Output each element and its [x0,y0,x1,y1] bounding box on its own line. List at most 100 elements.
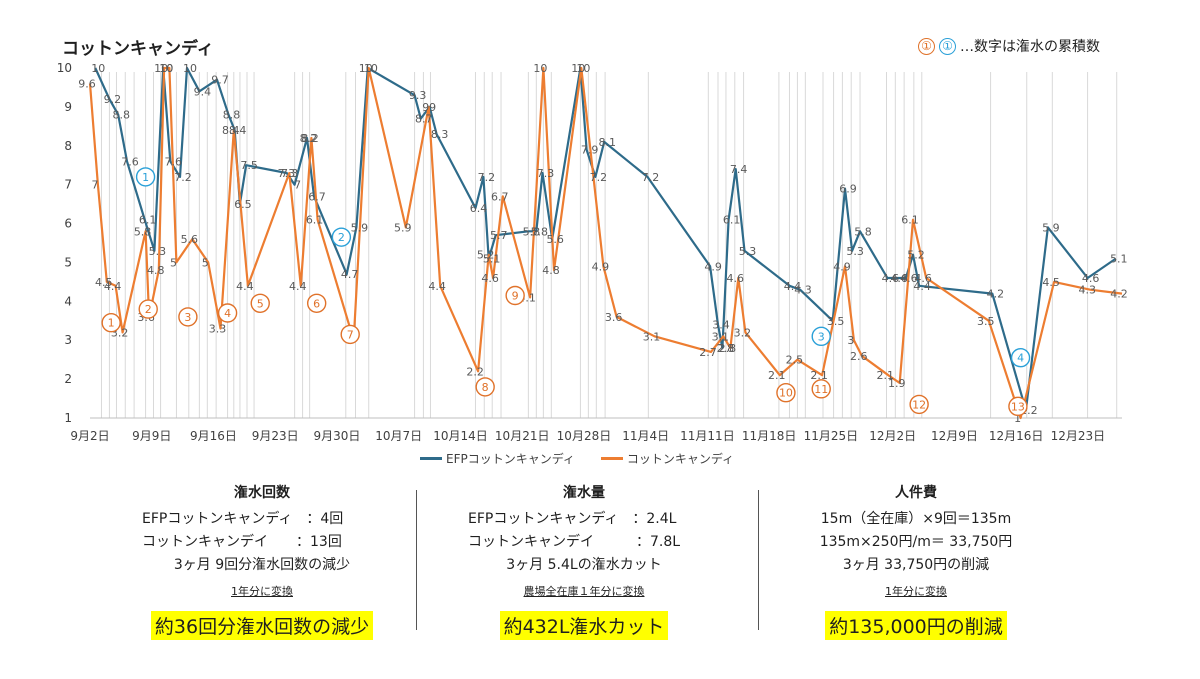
data-label: 2.1 [877,369,895,382]
x-tick-label: 12月16日 [989,429,1044,443]
marker-label: 13 [1011,400,1025,413]
data-label: 4.6 [914,272,932,285]
data-label: 3.5 [977,315,995,328]
data-label: 10 [576,62,590,75]
data-label: 6.1 [723,214,741,227]
marker-circle [1008,396,1028,417]
summary-divider [416,490,417,630]
data-label: 6.1 [306,214,324,227]
marker-label: 9 [512,290,519,303]
x-tick-label: 10月28日 [557,429,612,443]
marker-circle [331,227,352,247]
data-label: 4.4 [104,280,122,293]
y-tick-label: 8 [64,139,72,153]
y-tick-label: 9 [64,100,72,114]
x-tick-label: 9月9日 [132,429,171,443]
x-tick-label: 11月18日 [742,429,797,443]
data-label: 10 [359,62,373,75]
data-label: 2.1 [810,369,828,382]
legend-swatch-cotton [600,457,623,460]
irrigation-marker: 3 [178,307,198,327]
data-label: 4.3 [794,284,812,297]
summary-note: 農場全在庫１年分に変換 [523,585,645,598]
data-label: 7.9 [581,144,599,157]
data-label: 1 [1014,412,1021,425]
data-label: 5.7 [490,229,508,242]
irrigation-marker: 4 [1010,348,1031,368]
x-tick-label: 11月11日 [680,429,735,443]
data-label: 5.1 [483,253,501,266]
note-orange-marker: ① [918,37,935,55]
data-label: 7.6 [121,155,139,168]
data-label: 4.6 [890,272,908,285]
irrigation-marker: 8 [475,377,495,397]
data-label: 2.8 [719,342,737,355]
data-label: 10 [571,62,585,75]
data-label: 9.4 [194,85,212,98]
data-label: 3.4 [712,319,730,332]
marker-label: 1 [108,317,115,330]
marker-circle [135,167,156,187]
x-tick-label: 11月4日 [622,429,669,443]
legend-swatch-efp [420,457,442,460]
data-label: 6.1 [139,214,157,227]
data-label: 6.7 [308,190,326,203]
legend-item-cotton: コットンキャンディ [600,450,734,467]
marker-circle [811,379,831,399]
y-tick-label: 4 [64,294,72,308]
y-tick-label: 2 [64,372,72,386]
chart-title: コットンキャンディ [62,39,214,59]
summary-note: 1年分に変換 [231,585,293,598]
data-label: 6.1 [901,214,919,227]
marker-circle [101,313,121,333]
data-label: 4.2 [1110,288,1128,301]
irrigation-marker: 2 [331,227,352,247]
data-label: 9.6 [78,78,96,91]
data-label: 5.6 [546,233,564,246]
summary-highlight: 約432L潅水カット [499,611,669,640]
data-label: 8.8 [223,109,241,122]
data-label: 3 [847,334,854,347]
data-label: 4.5 [1042,276,1060,289]
data-label: 4.4 [289,280,307,293]
x-tick-label: 12月2日 [869,429,916,443]
irrigation-marker: 6 [306,293,327,313]
marker-circle [178,307,198,327]
summary-line: EFPコットンキャンディ ：4回 [142,511,344,527]
data-label: 5.8 [531,225,549,238]
summary-line: 3ヶ月 9回分潅水回数の減少 [173,557,351,573]
irrigation-marker: 11 [811,379,831,399]
data-label: 7.2 [590,171,608,184]
data-label: 8.4 [229,124,247,137]
x-tick-label: 9月16日 [190,429,237,443]
data-label: 4.4 [428,280,446,293]
data-label: 7.2 [174,171,192,184]
data-label: 5.9 [1042,221,1060,234]
data-label: 5.2 [477,249,495,262]
x-tick-label: 12月9日 [931,429,978,443]
data-label: 4.4 [784,280,802,293]
marker-circle [475,377,495,397]
marker-circle [138,299,158,319]
x-tick-label: 10月14日 [433,429,488,443]
data-label: 4.9 [833,260,851,273]
y-tick-label: 1 [64,411,72,425]
irrigation-marker: 1 [101,313,121,333]
data-label: 5.3 [149,245,167,258]
data-label: 6.4 [470,202,488,215]
data-label: 4.2 [987,288,1005,301]
data-label: 7.3 [278,167,296,180]
data-label: 5 [202,256,209,269]
summary-line: 135m×250円/m＝ 33,750円 [819,534,1013,550]
summary-highlight: 約135,000円の削減 [825,611,1007,640]
marker-circle [909,394,929,415]
data-label: 4.5 [95,276,113,289]
summary-line: 3ヶ月 33,750円の削減 [842,557,990,573]
marker-label: 2 [145,303,152,316]
marker-label: 1 [142,171,149,184]
y-tick-label: 7 [64,178,72,192]
irrigation-marker: 13 [1008,396,1028,417]
data-label: 9 [422,101,429,114]
irrigation-marker: 4 [217,303,238,323]
